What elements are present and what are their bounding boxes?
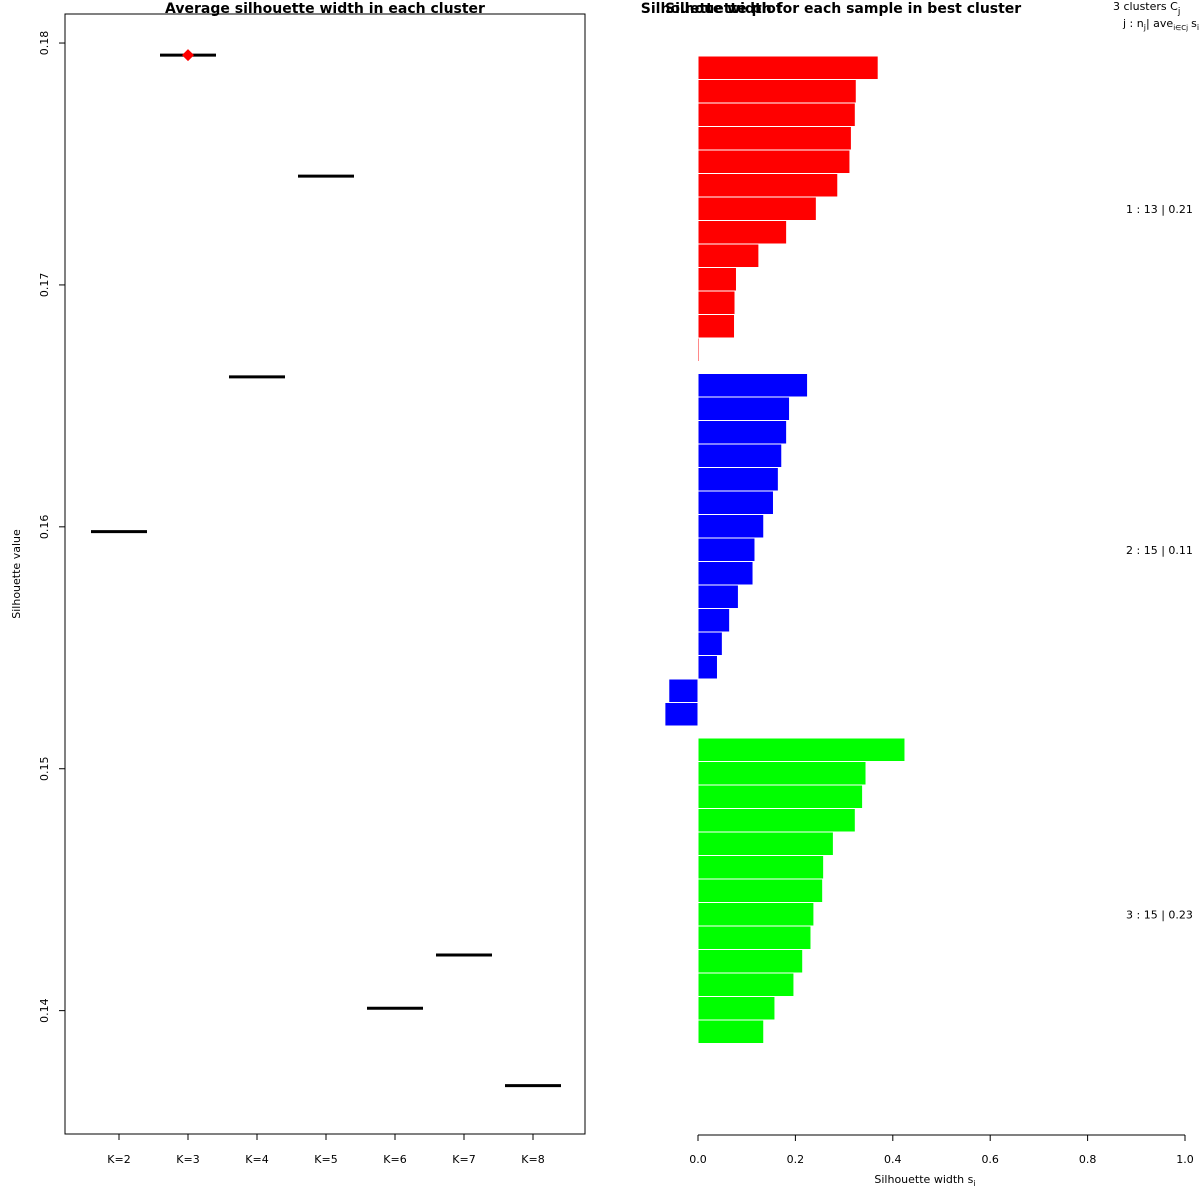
right-x-axis-label: Silhouette width si [874,1173,975,1188]
left-y-tick-label: 0.14 [38,998,51,1023]
silhouette-bar [697,608,731,633]
right-x-tick-label: 0.4 [884,1153,902,1166]
right-x-axis-label-text: Silhouette width s [874,1173,973,1186]
left-x-tick-label: K=4 [245,1153,268,1166]
silhouette-bar [697,831,834,856]
silhouette-bar [697,655,718,680]
silhouette-bar [697,1019,765,1044]
silhouette-bar [697,467,779,492]
silhouette-bar [697,878,824,903]
left-x-tick-label: K=2 [107,1153,130,1166]
silhouette-bar [697,102,856,127]
cluster-label: 3 : 15 | 0.23 [1126,908,1193,921]
silhouette-bar [697,761,867,786]
silhouette-bar [697,584,739,609]
silhouette-bar [697,267,737,292]
left-x-tick-label: K=5 [314,1153,337,1166]
right-x-tick-label: 0.6 [981,1153,999,1166]
left-x-tick-label: K=8 [521,1153,544,1166]
header-line2-sub: j [1143,23,1146,32]
left-y-axis: 0.14 0.15 0.16 0.17 0.18 [38,31,66,1023]
silhouette-bar [697,1043,700,1068]
silhouette-bar [697,972,795,997]
right-panel: Silhouette plot Silhouette width for eac… [641,0,1199,1188]
right-x-tick-label: 0.2 [787,1153,805,1166]
silhouette-bar [697,149,851,174]
silhouette-bar [668,678,699,703]
left-y-tick-label: 0.16 [38,515,51,540]
left-plot-frame [64,13,586,1135]
silhouette-bar [697,55,879,80]
silhouette-bars [664,55,906,1091]
header-line2-sub2: i∈Cj [1173,24,1188,32]
cluster-header-line1: 3 clusters Cj [1113,0,1180,17]
silhouette-bar [697,220,788,245]
silhouette-bar [697,173,839,198]
silhouette-bar [697,808,856,833]
right-x-axis-label-sub: i [973,1179,975,1188]
header-line2-end-sub: i [1197,23,1199,32]
silhouette-bar [697,561,754,586]
cluster-labels: 1 : 13 | 0.21 2 : 15 | 0.11 3 : 15 | 0.23 [1126,203,1193,922]
right-x-tick-label: 1.0 [1176,1153,1194,1166]
silhouette-bar [697,373,809,398]
right-x-tick-label: 0.8 [1079,1153,1097,1166]
silhouette-bar [697,490,774,515]
left-x-axis: K=2 K=3 K=4 K=5 K=6 K=7 K=8 [107,1134,545,1166]
cluster-header-text: 3 clusters C [1113,0,1178,13]
silhouette-bar [697,243,760,268]
right-x-axis: 0.0 0.2 0.4 0.6 0.8 1.0 [689,1134,1194,1166]
silhouette-bar [664,702,699,727]
silhouette-bar [697,949,804,974]
left-panel: Average silhouette width in each cluster… [10,1,586,1166]
silhouette-bar [697,855,825,880]
cluster-label: 2 : 15 | 0.11 [1126,544,1193,557]
silhouette-bar [697,126,852,151]
header-line2-prefix: j : n [1122,17,1144,30]
cluster-header-line2: j : nj| avei∈Cj si [1122,17,1199,32]
cluster-label: 1 : 13 | 0.21 [1126,203,1193,216]
silhouette-bar [697,314,736,339]
silhouette-bar [697,337,700,362]
left-x-tick-label: K=7 [452,1153,475,1166]
right-chart-title: Silhouette width for each sample in best… [641,1,1022,17]
header-line2-rest: | ave [1146,17,1173,30]
silhouette-bar [697,196,817,221]
left-y-tick-label: 0.17 [38,273,51,298]
left-y-tick-label: 0.18 [38,31,51,56]
silhouette-bar [697,737,906,762]
silhouette-bar [697,1066,700,1091]
left-x-tick-label: K=6 [383,1153,406,1166]
silhouette-bar [697,79,857,104]
silhouette-bar [697,443,783,468]
silhouette-bar [697,631,723,656]
silhouette-bar [697,537,756,562]
right-title-overlap: Silhouette plot [665,1,783,17]
silhouette-bar [697,396,791,421]
silhouette-bar [697,420,788,445]
left-y-tick-label: 0.15 [38,756,51,781]
silhouette-bar [697,784,864,809]
right-x-tick-label: 0.0 [689,1153,707,1166]
left-markers [91,49,561,1088]
silhouette-bar [697,902,815,927]
left-chart-title: Average silhouette width in each cluster [165,1,485,17]
header-line2-end: s [1191,17,1197,30]
silhouette-bar [697,996,776,1021]
left-y-axis-label: Silhouette value [10,529,23,619]
best-k-marker [182,49,194,62]
silhouette-bar [697,925,812,950]
cluster-header-subscript: j [1177,7,1181,17]
left-x-tick-label: K=3 [176,1153,199,1166]
silhouette-bar [697,514,765,539]
silhouette-bar [697,290,736,315]
